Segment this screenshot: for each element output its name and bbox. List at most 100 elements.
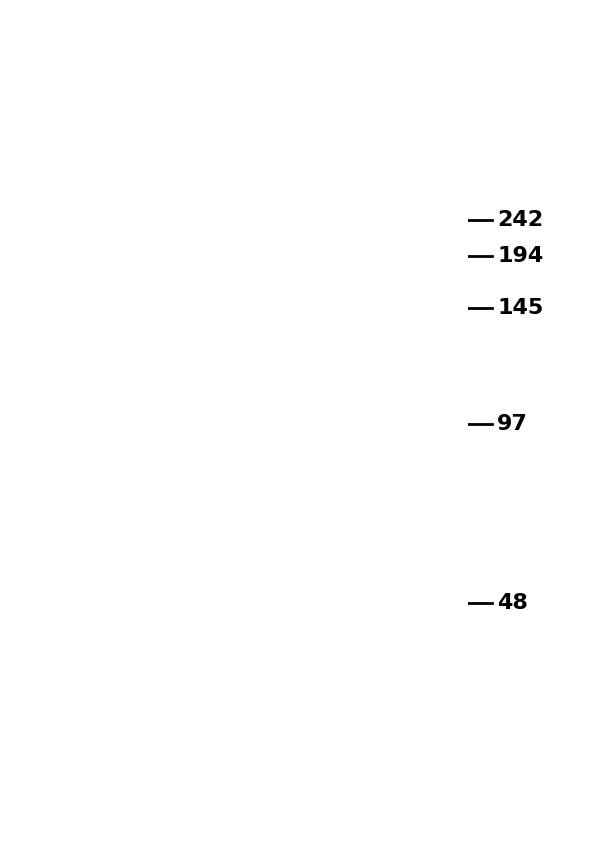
FancyBboxPatch shape [41, 457, 65, 462]
Bar [241, 366, 275, 374]
FancyBboxPatch shape [133, 647, 175, 653]
Bar [191, 330, 226, 337]
FancyBboxPatch shape [273, 197, 353, 235]
Bar [191, 312, 226, 319]
Bar [241, 487, 275, 495]
Bar [194, 476, 223, 486]
FancyBboxPatch shape [237, 373, 279, 387]
Bar [241, 275, 275, 283]
Bar [136, 390, 171, 397]
Bar [241, 269, 275, 277]
Bar [241, 330, 275, 337]
Bar [86, 566, 121, 573]
Bar [136, 633, 171, 639]
Bar [241, 300, 275, 307]
Bar [136, 572, 171, 579]
Text: 3: 3 [147, 108, 160, 126]
FancyBboxPatch shape [233, 194, 283, 208]
Bar [241, 336, 275, 343]
Bar [191, 240, 226, 246]
Bar [191, 475, 226, 482]
Bar [136, 318, 171, 325]
Bar [136, 506, 171, 512]
Bar [241, 578, 275, 585]
Bar [191, 294, 226, 301]
Bar [191, 554, 226, 561]
FancyBboxPatch shape [128, 580, 179, 601]
Bar [241, 439, 275, 446]
Bar [191, 639, 226, 645]
Bar [86, 354, 121, 362]
FancyBboxPatch shape [37, 597, 70, 608]
Bar [191, 633, 226, 639]
FancyBboxPatch shape [133, 486, 175, 496]
Bar [136, 529, 171, 537]
FancyBboxPatch shape [76, 504, 130, 526]
FancyBboxPatch shape [82, 511, 124, 519]
FancyBboxPatch shape [187, 546, 229, 556]
FancyBboxPatch shape [237, 413, 279, 426]
Text: 194: 194 [497, 246, 543, 266]
FancyBboxPatch shape [82, 491, 124, 499]
Bar [241, 675, 275, 682]
Bar [194, 394, 223, 403]
FancyBboxPatch shape [175, 324, 242, 351]
FancyBboxPatch shape [176, 302, 240, 326]
Bar [136, 523, 171, 531]
Bar [191, 379, 226, 385]
FancyBboxPatch shape [187, 333, 229, 342]
Bar [194, 407, 223, 418]
Bar [191, 427, 226, 434]
Bar [86, 493, 121, 501]
FancyBboxPatch shape [123, 399, 184, 424]
FancyBboxPatch shape [123, 352, 184, 376]
Bar [136, 215, 171, 222]
Bar [136, 548, 171, 555]
Bar [136, 463, 171, 470]
Bar [136, 402, 171, 410]
Bar [86, 481, 121, 489]
Bar [241, 215, 275, 222]
FancyBboxPatch shape [39, 419, 67, 428]
Bar [86, 366, 121, 374]
Bar [194, 346, 223, 356]
FancyBboxPatch shape [125, 540, 182, 562]
Bar [136, 275, 171, 283]
Bar [86, 548, 121, 555]
FancyBboxPatch shape [187, 260, 229, 268]
Bar [86, 614, 121, 622]
Bar [191, 300, 226, 307]
FancyBboxPatch shape [25, 243, 82, 269]
Bar [191, 548, 226, 555]
FancyBboxPatch shape [237, 455, 279, 464]
Bar [136, 500, 171, 507]
FancyBboxPatch shape [187, 566, 229, 575]
Bar [191, 263, 226, 271]
FancyBboxPatch shape [82, 651, 124, 658]
Bar [136, 203, 171, 210]
Bar [136, 475, 171, 482]
Bar [86, 523, 121, 531]
FancyBboxPatch shape [133, 407, 175, 416]
FancyBboxPatch shape [187, 526, 229, 536]
FancyBboxPatch shape [82, 631, 124, 638]
Bar [136, 493, 171, 501]
Bar [191, 481, 226, 489]
FancyBboxPatch shape [169, 390, 247, 421]
Bar [191, 512, 226, 518]
Bar [86, 626, 121, 634]
Bar [191, 487, 226, 495]
Bar [191, 439, 226, 446]
FancyBboxPatch shape [237, 391, 279, 407]
Text: 242: 242 [497, 210, 543, 230]
Bar [191, 221, 226, 229]
Bar [241, 288, 275, 295]
FancyBboxPatch shape [19, 588, 87, 617]
Bar [241, 602, 275, 609]
FancyBboxPatch shape [133, 466, 175, 476]
FancyBboxPatch shape [132, 72, 175, 95]
Bar [191, 469, 226, 476]
Bar [241, 324, 275, 331]
Bar [241, 639, 275, 645]
FancyBboxPatch shape [121, 374, 185, 401]
